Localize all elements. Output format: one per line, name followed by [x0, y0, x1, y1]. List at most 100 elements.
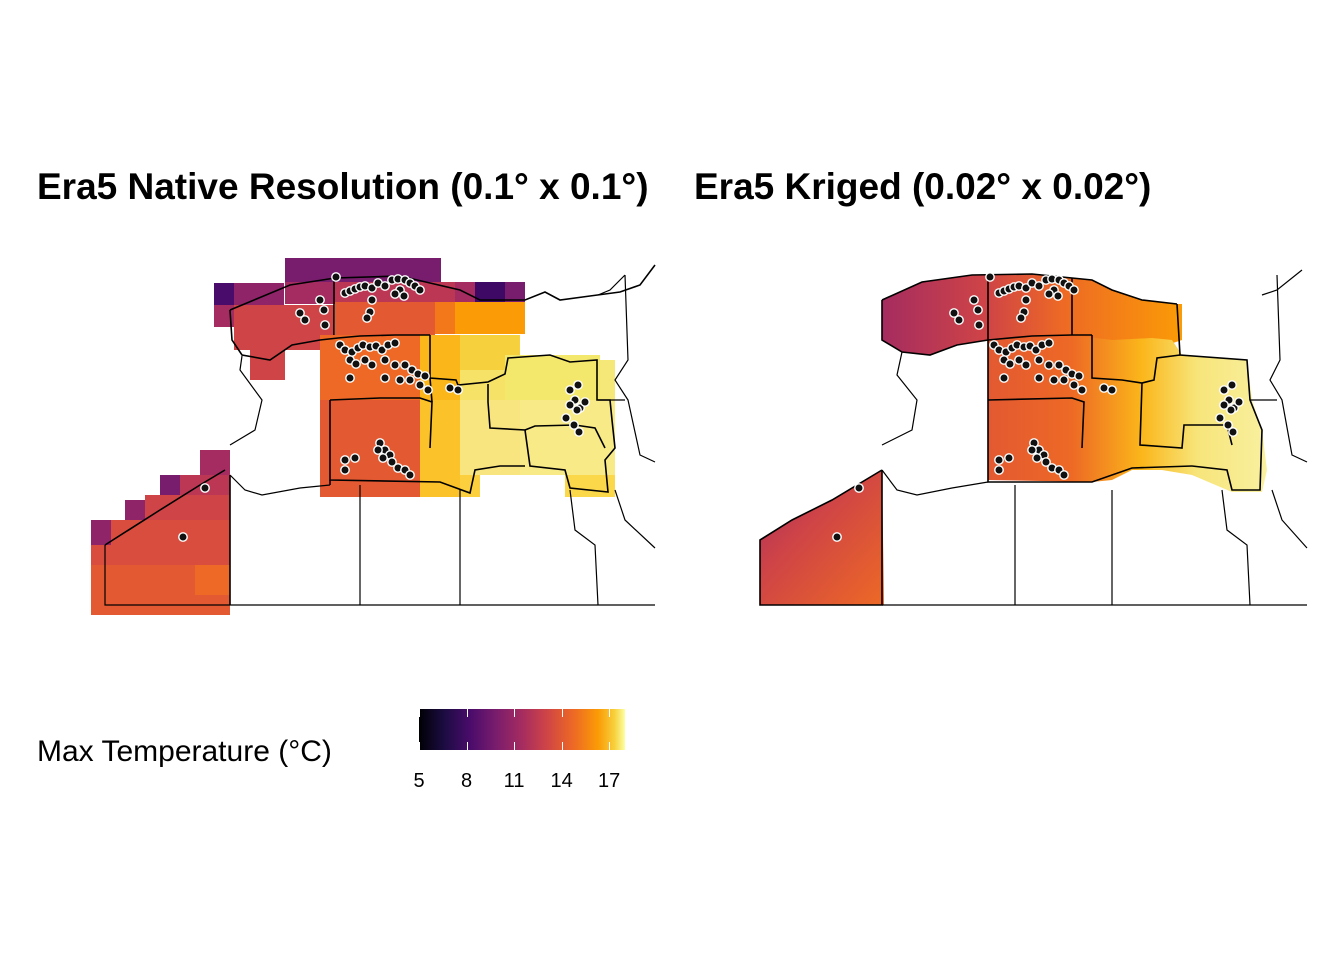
station-point	[373, 445, 383, 455]
station-point	[200, 483, 210, 493]
station-point	[367, 295, 377, 305]
station-point	[415, 285, 425, 295]
station-point	[420, 371, 430, 381]
station-point	[390, 338, 400, 348]
temperature-raster	[91, 258, 615, 615]
station-point	[1059, 470, 1069, 480]
station-point	[1034, 281, 1044, 291]
station-point	[345, 373, 355, 383]
station-point	[390, 360, 400, 370]
legend-tick-mark	[561, 742, 563, 750]
station-point	[351, 359, 361, 369]
legend-tick-label: 5	[413, 770, 425, 792]
legend-tick-mark	[561, 709, 563, 717]
station-point	[1228, 427, 1238, 437]
station-point	[400, 360, 410, 370]
station-point	[378, 453, 388, 463]
station-point	[395, 375, 405, 385]
map-title-native: Era5 Native Resolution (0.1° x 0.1°)	[37, 166, 649, 207]
station-point	[1234, 397, 1244, 407]
station-point	[415, 380, 425, 390]
temperature-surface	[760, 274, 1267, 605]
station-point	[319, 305, 329, 315]
station-point	[405, 375, 415, 385]
station-point	[1226, 405, 1236, 415]
station-point	[832, 532, 842, 542]
station-point	[362, 313, 372, 323]
station-point	[580, 397, 590, 407]
station-point	[1004, 453, 1014, 463]
station-point	[1223, 420, 1233, 430]
station-point	[1005, 359, 1015, 369]
map-title-kriged: Era5 Kriged (0.02° x 0.02°)	[694, 166, 1152, 207]
legend-tick-mark	[466, 709, 468, 717]
station-point	[295, 308, 305, 318]
station-point	[954, 315, 964, 325]
station-point	[350, 453, 360, 463]
station-point	[1107, 385, 1117, 395]
station-point	[380, 281, 390, 291]
legend-tick-mark	[419, 742, 420, 750]
station-point	[969, 295, 979, 305]
station-point	[1219, 385, 1229, 395]
station-point	[1014, 355, 1024, 365]
station-point	[999, 373, 1009, 383]
station-point	[974, 320, 984, 330]
station-point	[453, 385, 463, 395]
station-point	[399, 291, 409, 301]
legend-tick-mark	[514, 742, 516, 750]
station-point	[1044, 338, 1054, 348]
station-point	[1053, 291, 1063, 301]
station-point	[423, 385, 433, 395]
station-point	[331, 272, 341, 282]
station-point	[1016, 313, 1026, 323]
station-point	[320, 320, 330, 330]
station-point	[574, 427, 584, 437]
station-point	[1054, 360, 1064, 370]
station-point	[178, 532, 188, 542]
legend-tick-label: 17	[598, 770, 621, 792]
station-point	[994, 465, 1004, 475]
map-kriged	[759, 269, 1308, 606]
station-point	[387, 457, 397, 467]
legend-tick-label: 11	[503, 770, 525, 792]
station-point	[1049, 375, 1059, 385]
station-point	[1032, 453, 1042, 463]
station-point	[1074, 371, 1084, 381]
legend-tick-mark	[466, 742, 468, 750]
legend-tick-mark	[609, 709, 611, 717]
legend-tick-label: 8	[460, 770, 473, 792]
station-point	[1227, 380, 1237, 390]
station-point	[380, 373, 390, 383]
station-point	[340, 455, 350, 465]
station-point	[569, 420, 579, 430]
station-point	[367, 360, 377, 370]
station-point	[985, 272, 995, 282]
station-point	[1077, 385, 1087, 395]
station-point	[949, 308, 959, 318]
station-point	[1219, 400, 1229, 410]
station-point	[340, 465, 350, 475]
station-point	[1021, 360, 1031, 370]
station-point	[1215, 413, 1225, 423]
station-points	[178, 272, 590, 542]
station-point	[380, 355, 390, 365]
station-point	[315, 295, 325, 305]
station-point	[572, 405, 582, 415]
background-boundaries	[104, 274, 656, 606]
station-point	[573, 380, 583, 390]
station-point	[300, 315, 310, 325]
legend-colorbar	[419, 709, 625, 750]
station-point	[1069, 285, 1079, 295]
legend-tick-mark	[419, 709, 420, 717]
station-point	[1044, 289, 1054, 299]
station-point	[1034, 373, 1044, 383]
station-point	[561, 413, 571, 423]
station-point	[1059, 375, 1069, 385]
station-point	[565, 385, 575, 395]
station-point	[390, 289, 400, 299]
station-point	[1027, 445, 1037, 455]
background-boundaries	[881, 269, 1308, 606]
station-point	[1044, 360, 1054, 370]
station-point	[360, 355, 370, 365]
